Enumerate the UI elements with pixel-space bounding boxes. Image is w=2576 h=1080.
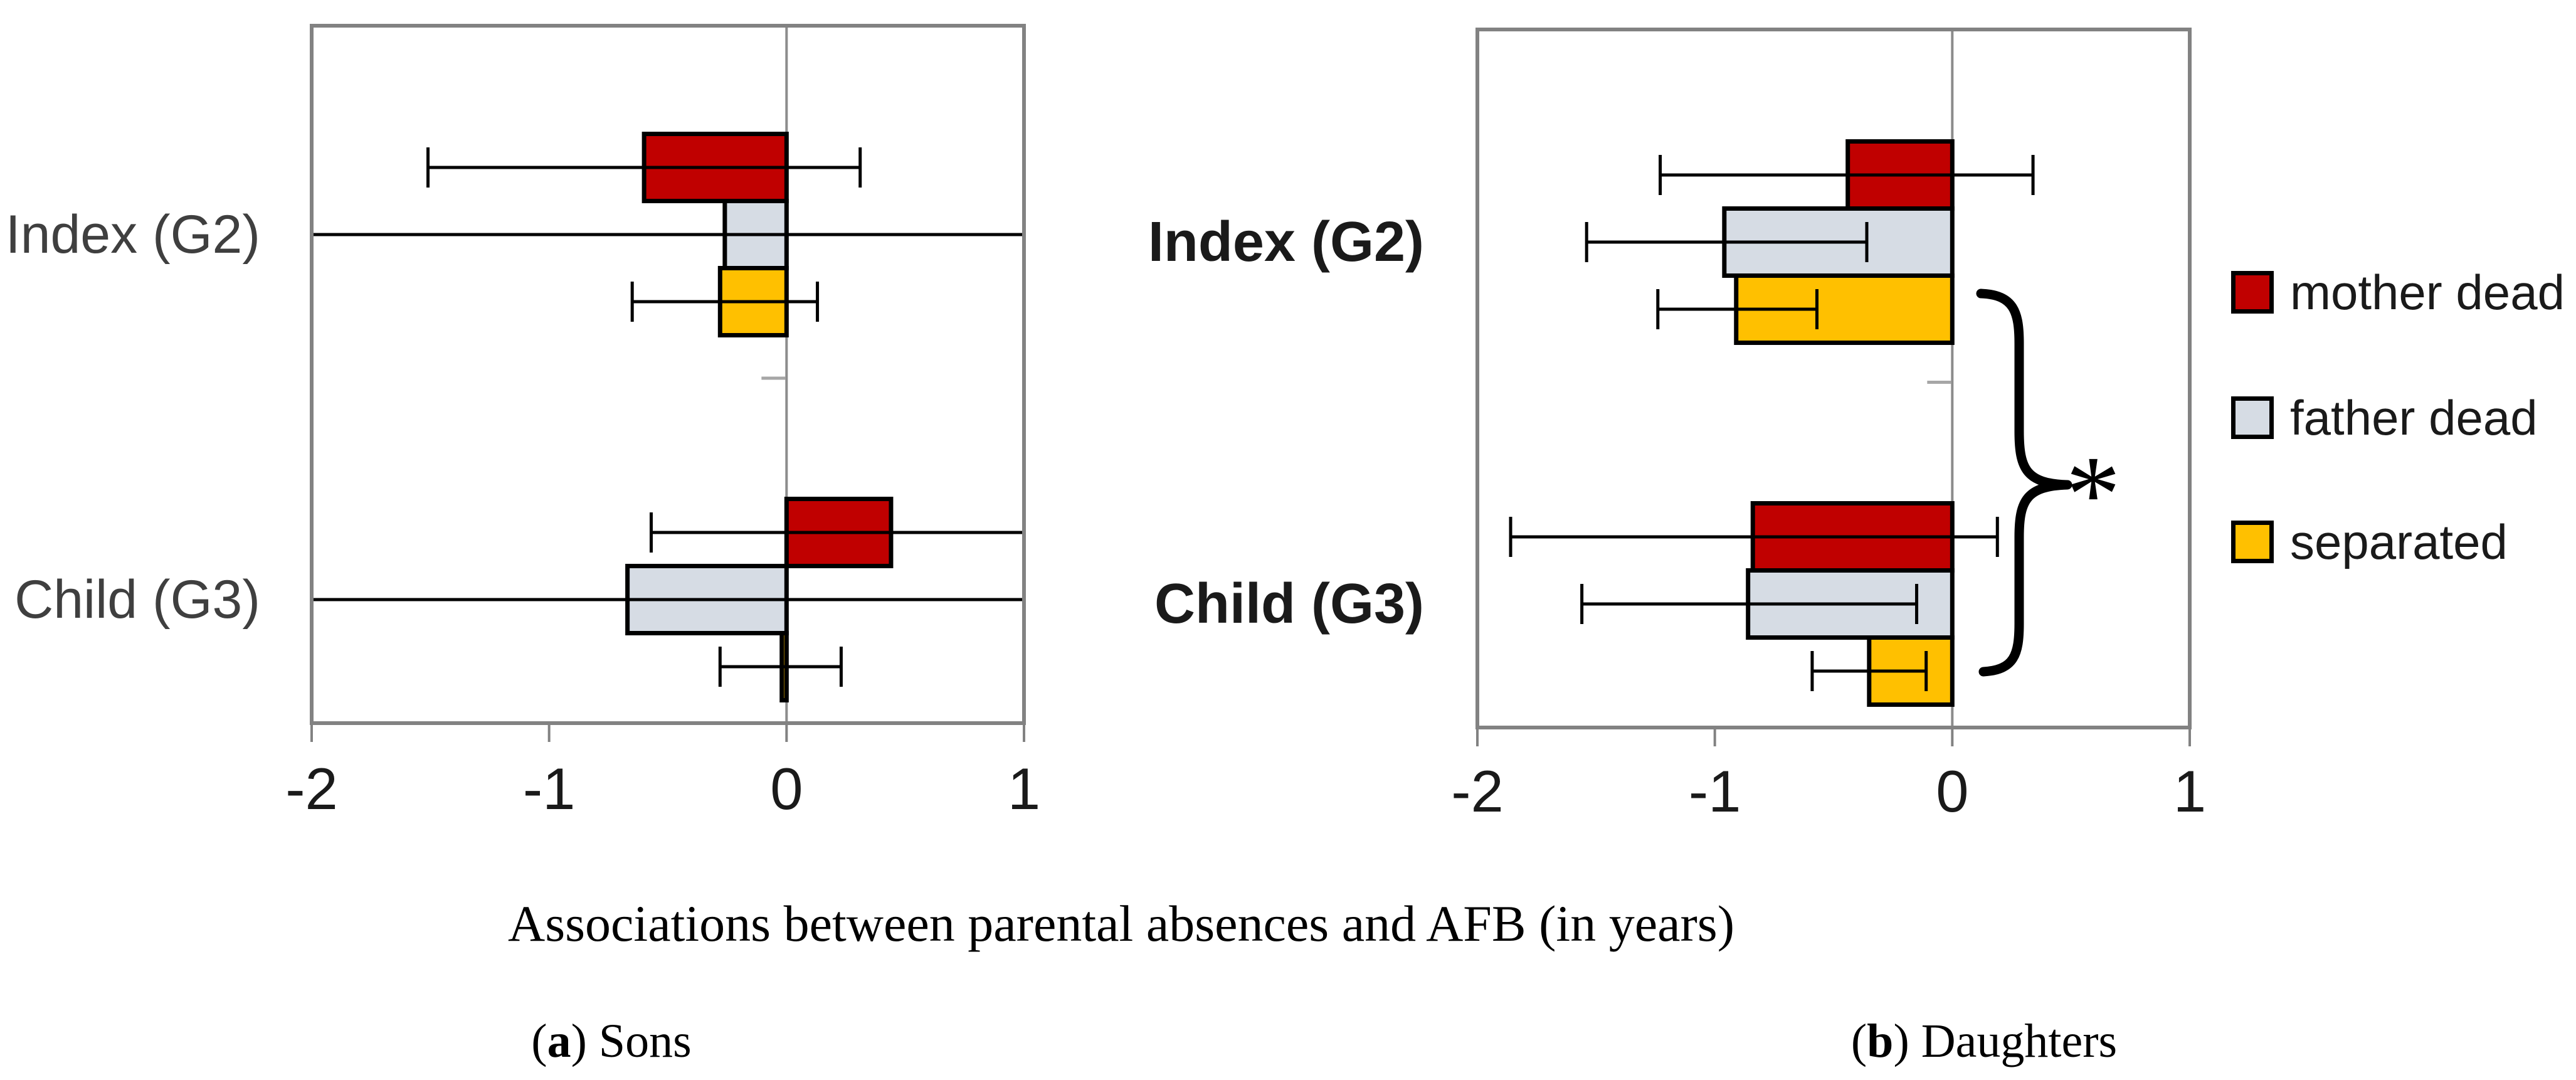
legend-swatch-separated [2231, 521, 2274, 563]
daughters-category-label-index-g2: Index (G2) [1148, 211, 1424, 273]
daughters-plot-border [1475, 28, 2192, 729]
sons-category-label-index-g2: Index (G2) [5, 204, 260, 265]
legend-label: separated [2290, 514, 2508, 569]
sons-plot-border [310, 24, 1026, 725]
sons-tick-label-3: 1 [1007, 756, 1041, 822]
significance-asterisk: * [2066, 433, 2121, 555]
sons-tick-label-1: -1 [522, 756, 576, 822]
daughters-tick-label-1: -1 [1688, 758, 1741, 824]
daughters-category-label-child-g3: Child (G3) [1154, 573, 1424, 635]
daughters-tick-label-0: -2 [1451, 758, 1504, 824]
daughters-tick-label-3: 1 [2173, 758, 2207, 824]
caption-text: Daughters [1909, 1015, 2118, 1067]
sons-category-label-child-g3: Child (G3) [14, 569, 260, 630]
legend-item-father-dead: father dead [2231, 393, 2538, 442]
legend-label: mother dead [2290, 265, 2565, 320]
legend-swatch-mother-dead [2231, 271, 2274, 314]
sons-tick-label-0: -2 [285, 756, 338, 822]
chart-title: Associations between parental absences a… [507, 895, 1735, 952]
caption-marker: b [1867, 1015, 1894, 1067]
legend-item-mother-dead: mother dead [2231, 268, 2565, 317]
caption-marker: a [547, 1015, 571, 1067]
comparison-brace [1976, 289, 2072, 677]
caption-sons: (a) Sons [531, 1015, 692, 1067]
legend-item-separated: separated [2231, 517, 2508, 566]
caption-text: Sons [586, 1015, 692, 1067]
daughters-tick-label-2: 0 [1936, 758, 1969, 824]
legend-swatch-father-dead [2231, 396, 2274, 439]
sons-tick-label-2: 0 [770, 756, 803, 822]
caption-daughters: (b) Daughters [1850, 1015, 2118, 1067]
legend-label: father dead [2290, 390, 2538, 445]
